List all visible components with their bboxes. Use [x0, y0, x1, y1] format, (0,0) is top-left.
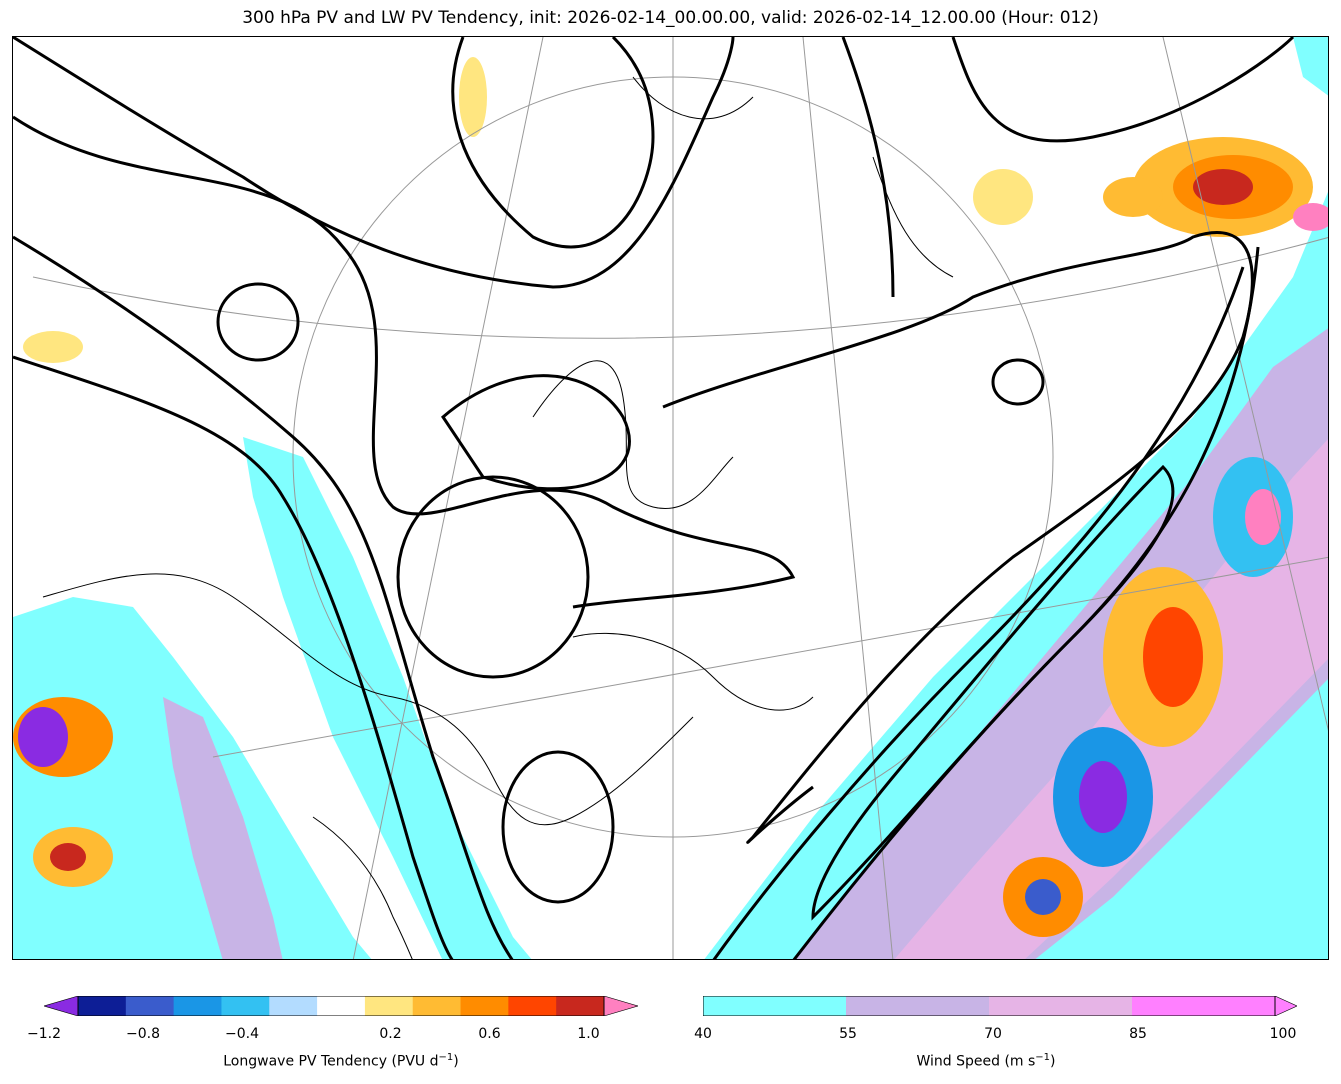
- colorbar-swatch: [125, 996, 175, 1016]
- jet-east-pink: [894, 439, 1328, 959]
- colorbar-swatch: [221, 996, 270, 1016]
- colorbar-swatch: [508, 996, 557, 1016]
- colorbar-outline: [703, 996, 1276, 1016]
- colorbar-tick-label: 85: [1129, 1026, 1147, 1042]
- wind-speed-colorbar: [703, 996, 1297, 1016]
- colorbar-tick-label: 100: [1269, 1026, 1297, 1042]
- jet-west-purple: [163, 697, 283, 959]
- wind-speed-colorbar-label: Wind Speed (m s−1): [916, 1052, 1056, 1070]
- colorbar-swatch: [173, 996, 222, 1016]
- colorbar-swatch: [412, 996, 462, 1016]
- colorbar-tick-label: 0.2: [379, 1026, 402, 1042]
- jet-east-purple: [794, 328, 1328, 959]
- colorbar-swatch: [460, 996, 509, 1016]
- colorbar-tick-label: 1.0: [577, 1026, 600, 1042]
- colorbar-swatch: [364, 996, 414, 1016]
- pv-tendency-colorbar: [44, 996, 638, 1016]
- colorbar-swatch: [556, 996, 605, 1016]
- colorbar-tick-label: 55: [839, 1026, 857, 1042]
- colorbar-tick-label: −0.4: [225, 1026, 259, 1042]
- colorbar-extend-high: [603, 996, 638, 1016]
- plot-title: 300 hPa PV and LW PV Tendency, init: 202…: [242, 8, 1099, 28]
- jet-west-cyan-2: [243, 437, 532, 959]
- pv-tendency-colorbar-label: Longwave PV Tendency (PVU d−1): [223, 1052, 459, 1070]
- colorbar-swatch: [846, 996, 990, 1016]
- colorbar-swatch: [78, 996, 127, 1016]
- colorbar-swatch: [1132, 996, 1276, 1016]
- colorbar-tick-label: 70: [984, 1026, 1002, 1042]
- pv-tendency-blobs: [13, 57, 1328, 937]
- colorbar-tick-label: 0.6: [478, 1026, 501, 1042]
- colorbar-outline: [77, 996, 605, 1016]
- colorbar-extend-high: [1274, 996, 1297, 1016]
- pv-contours: [13, 37, 1295, 959]
- map-panel: [12, 36, 1329, 960]
- colorbar-tick-label: −1.2: [27, 1026, 61, 1042]
- colorbar-tick-label: 40: [694, 1026, 712, 1042]
- colorbar-tick-label: −0.8: [126, 1026, 160, 1042]
- map-canvas: [13, 37, 1328, 959]
- colorbar-swatch: [989, 996, 1133, 1016]
- colorbar-extend-low: [44, 996, 79, 1016]
- colorbar-swatch: [317, 996, 366, 1016]
- colorbar-swatch: [703, 996, 847, 1016]
- colorbar-swatch: [269, 996, 318, 1016]
- coastlines: [42, 76, 954, 959]
